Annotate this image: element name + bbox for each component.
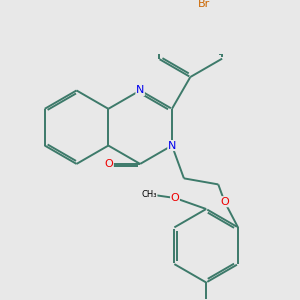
Text: O: O [171, 193, 179, 203]
Text: Br: Br [198, 0, 210, 8]
Text: O: O [220, 197, 229, 207]
Text: N: N [168, 141, 176, 151]
Text: N: N [136, 85, 144, 95]
Text: CH₃: CH₃ [142, 190, 157, 199]
Text: O: O [105, 159, 113, 169]
